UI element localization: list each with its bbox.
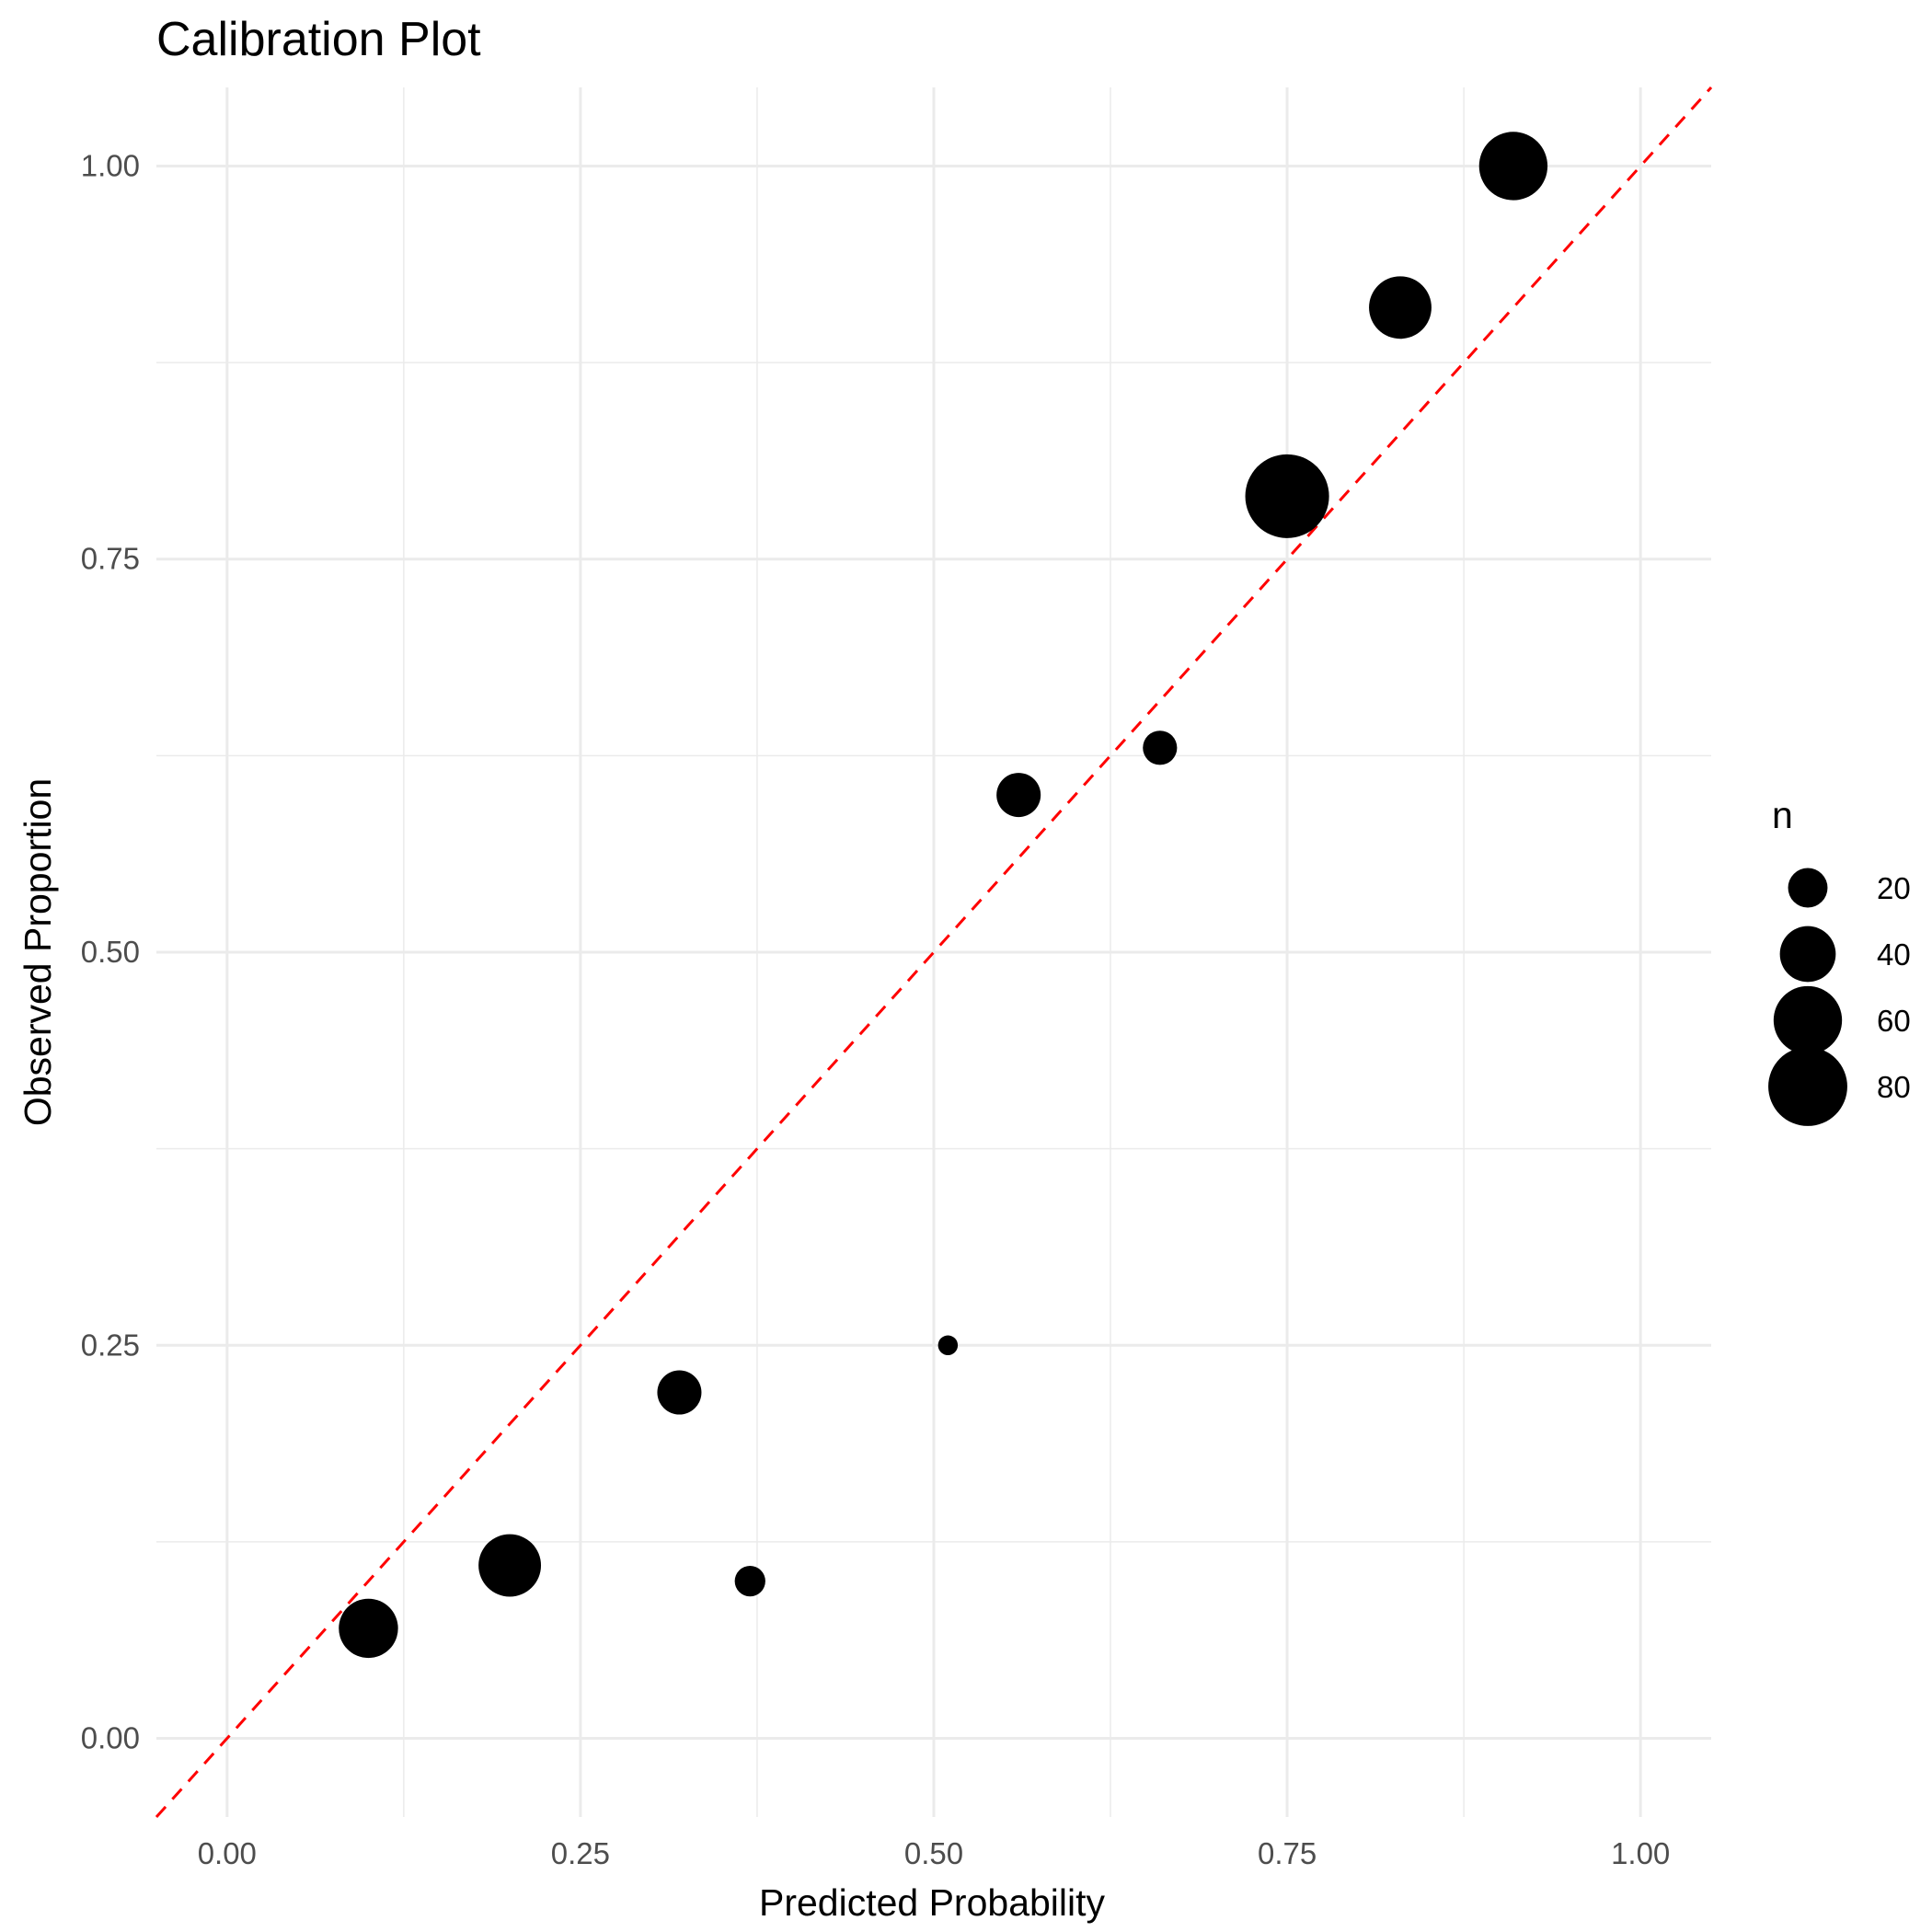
data-point — [1478, 132, 1548, 201]
y-tick-label: 0.25 — [81, 1328, 140, 1362]
data-point — [1245, 454, 1329, 538]
data-point — [339, 1598, 398, 1659]
x-tick-label: 0.75 — [1258, 1836, 1317, 1870]
reference-line-layer — [155, 86, 1713, 1819]
legend-key-circle — [1779, 926, 1836, 983]
legend-key-circle — [1788, 868, 1828, 908]
legend-key-label: 40 — [1877, 937, 1911, 972]
y-axis-label: Observed Proportion — [17, 778, 59, 1126]
data-point — [1369, 276, 1432, 339]
legend-title: n — [1772, 794, 1793, 836]
data-point — [478, 1534, 542, 1597]
grid — [156, 87, 1711, 1817]
y-tick-label: 0.00 — [81, 1721, 140, 1755]
x-tick-label: 1.00 — [1611, 1836, 1670, 1870]
x-tick-label: 0.25 — [551, 1836, 610, 1870]
legend-key-circle — [1768, 1047, 1847, 1126]
x-tick-label: 0.50 — [904, 1836, 963, 1870]
y-axis-ticks: 0.00 0.25 0.50 0.75 1.00 — [81, 148, 140, 1754]
data-point — [996, 773, 1041, 818]
y-tick-label: 0.75 — [81, 542, 140, 576]
legend-items: 20 40 60 80 — [1768, 868, 1911, 1126]
points-layer — [339, 132, 1548, 1659]
x-axis-label: Predicted Probability — [759, 1881, 1106, 1924]
legend-key-label: 20 — [1877, 871, 1911, 905]
data-point — [1143, 730, 1178, 765]
x-tick-label: 0.00 — [198, 1836, 257, 1870]
data-point — [937, 1335, 959, 1356]
data-point — [657, 1370, 702, 1415]
legend-key-label: 60 — [1877, 1004, 1911, 1038]
reference-diagonal-line — [155, 86, 1713, 1819]
legend-key-label: 80 — [1877, 1070, 1911, 1104]
y-tick-label: 1.00 — [81, 148, 140, 182]
size-legend: n 20 40 60 80 — [1768, 794, 1911, 1126]
x-axis-ticks: 0.00 0.25 0.50 0.75 1.00 — [198, 1836, 1671, 1870]
chart-title: Calibration Plot — [156, 13, 481, 66]
legend-key-circle — [1773, 985, 1843, 1055]
y-tick-label: 0.50 — [81, 935, 140, 969]
data-point — [734, 1566, 765, 1597]
